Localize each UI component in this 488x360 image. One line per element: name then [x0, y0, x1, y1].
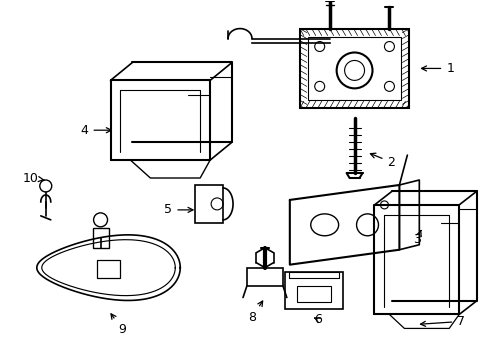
Text: 6: 6 [313, 313, 321, 326]
Bar [299, 28, 408, 108]
Text: 4: 4 [81, 124, 111, 137]
Text: 1: 1 [421, 62, 453, 75]
Text: 8: 8 [247, 301, 262, 324]
Text: 9: 9 [111, 314, 126, 336]
Bar [246, 268, 282, 285]
Bar [195, 185, 223, 223]
Text: 10: 10 [23, 171, 44, 185]
Text: 7: 7 [420, 315, 464, 328]
Text: 3: 3 [412, 230, 420, 246]
Bar [96, 260, 120, 278]
Bar [307, 37, 401, 100]
Bar [92, 228, 108, 248]
Text: 2: 2 [369, 153, 394, 168]
Bar [285, 272, 342, 310]
Bar [296, 285, 330, 302]
Text: 5: 5 [164, 203, 193, 216]
